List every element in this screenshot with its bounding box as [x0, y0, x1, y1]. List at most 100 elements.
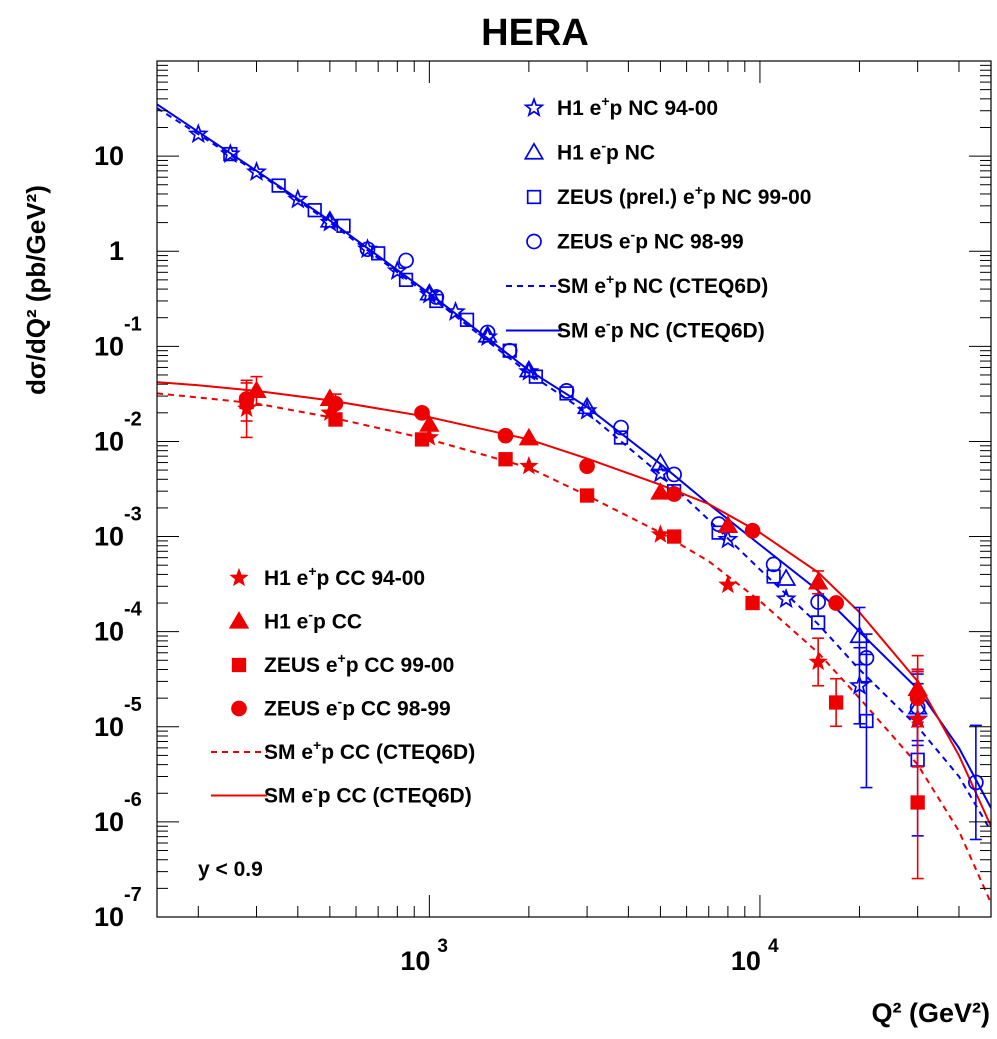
x-axis-label: Q² (GeV²)	[872, 998, 991, 1028]
curve-sm_ep_nc	[157, 107, 991, 832]
cut-label: y < 0.9	[198, 858, 263, 881]
point-zeus_ep_nc	[766, 569, 781, 584]
legend-label-h1_ep_nc: H1 e+p NC 94-00	[557, 93, 718, 120]
legend-marker-zeus_ep_nc	[526, 189, 542, 205]
x-tick-label: 10	[400, 946, 430, 976]
point-zeus_em_cc	[414, 404, 430, 421]
point-zeus_em_nc	[613, 419, 629, 436]
point-zeus_em_nc	[968, 774, 984, 791]
point-h1_em_cc	[650, 482, 671, 500]
chart-title: HERA	[481, 12, 589, 54]
point-h1_ep_nc	[649, 462, 671, 483]
point-zeus_ep_nc	[271, 178, 286, 193]
point-zeus_ep_nc	[810, 615, 826, 630]
point-h1_em_cc	[717, 515, 739, 533]
y-tick-label: 1	[109, 236, 124, 266]
y-tick-label: 10	[94, 617, 124, 647]
y-tick-label: 10	[94, 331, 124, 361]
y-tick-label: 10	[94, 712, 124, 742]
plot-frame	[156, 60, 992, 918]
legend-marker-h1_ep_nc	[523, 96, 545, 117]
point-h1_ep_cc	[519, 456, 539, 475]
point-zeus_em_nc	[810, 594, 826, 610]
point-h1_ep_nc	[444, 300, 467, 321]
point-h1_ep_cc	[718, 574, 738, 594]
y-tick-label: 10	[94, 141, 124, 171]
point-zeus_ep_cc	[828, 695, 844, 710]
point-h1_ep_cc	[808, 651, 828, 671]
point-zeus_em_nc	[501, 342, 518, 359]
point-zeus_em_nc	[398, 252, 414, 269]
legend-label-sm_ep_cc: SM e+p CC (CTEQ6D)	[264, 737, 475, 764]
point-zeus_em_nc	[479, 324, 496, 341]
point-zeus_ep_cc	[666, 529, 682, 544]
point-zeus_ep_nc	[398, 272, 414, 288]
point-h1_em_nc	[775, 568, 797, 586]
y-tick-label-exponent: -3	[124, 504, 142, 526]
point-h1_em_nc	[576, 396, 598, 415]
point-h1_ep_nc	[287, 188, 309, 209]
point-zeus_em_nc	[558, 383, 575, 399]
y-tick-label: 10	[94, 807, 124, 837]
point-zeus_ep_nc	[336, 218, 351, 233]
x-tick-label-exponent: 3	[437, 936, 448, 957]
point-zeus_em_cc	[497, 427, 514, 444]
legend-nc: H1 e+p NC 94-00 H1 e-p NC ZEUS (prel.) e+p…	[506, 93, 811, 343]
legend-label-sm_em_nc: SM e-p NC (CTEQ6D)	[557, 316, 765, 343]
curve-sm_ep_cc	[157, 392, 991, 904]
legend-label-h1_em_cc: H1 e-p CC	[264, 607, 362, 634]
point-zeus_em_cc	[238, 391, 255, 407]
point-h1_ep_nc	[717, 528, 739, 549]
point-zeus_ep_cc	[414, 432, 430, 447]
point-h1_ep_nc	[775, 587, 797, 609]
point-h1_ep_nc	[245, 160, 268, 182]
legend-label-h1_em_nc: H1 e-p NC	[557, 138, 655, 165]
legend-marker-h1_em_cc	[228, 611, 250, 629]
legend-label-h1_ep_cc: H1 e+p CC 94-00	[264, 563, 425, 590]
point-zeus_em_cc	[744, 522, 761, 539]
legend-marker-h1_ep_cc	[229, 567, 249, 587]
legend-label-sm_em_cc: SM e-p CC (CTEQ6D)	[264, 781, 472, 808]
point-zeus_em_cc	[579, 458, 595, 474]
point-zeus_ep_nc	[307, 203, 322, 218]
point-zeus_ep_cc	[328, 412, 343, 427]
point-zeus_ep_cc	[579, 488, 595, 503]
legend-label-zeus_ep_nc: ZEUS (prel.) e+p NC 99-00	[557, 182, 811, 209]
point-h1_ep_nc	[187, 123, 209, 144]
point-zeus_ep_nc	[859, 713, 874, 729]
point-zeus_em_cc	[909, 690, 926, 706]
data-points	[187, 123, 984, 880]
point-h1_em_cc	[807, 571, 829, 590]
point-h1_em_nc	[650, 452, 671, 471]
point-zeus_ep_nc	[528, 369, 544, 384]
point-zeus_em_nc	[359, 241, 376, 258]
x-tick-label-exponent: 4	[768, 936, 779, 957]
y-tick-label: 10	[94, 902, 124, 932]
legend-label-zeus_em_nc: ZEUS e-p NC 98-99	[557, 227, 744, 254]
point-zeus_ep_nc	[613, 430, 629, 445]
point-zeus_ep_cc	[745, 595, 760, 611]
y-tick-label-exponent: -6	[124, 789, 142, 811]
legend-label-zeus_ep_cc: ZEUS e+p CC 99-00	[264, 650, 454, 677]
y-tick-label-exponent: -5	[124, 694, 142, 716]
x-tick-label: 10	[731, 946, 761, 976]
legend-marker-zeus_em_nc	[526, 233, 542, 250]
y-tick-label-exponent: -7	[124, 884, 142, 906]
y-tick-label: 10	[94, 522, 124, 552]
point-zeus_em_cc	[828, 595, 844, 611]
point-zeus_ep_cc	[910, 795, 925, 810]
point-zeus_ep_nc	[371, 246, 386, 261]
y-axis-label: dσ/dQ² (pb/GeV²)	[21, 185, 51, 395]
point-zeus_em_nc	[666, 466, 682, 483]
point-zeus_em_cc	[327, 395, 344, 412]
y-tick-label-exponent: -1	[124, 313, 142, 335]
point-h1_em_nc	[319, 210, 341, 228]
point-zeus_em_nc	[428, 289, 445, 305]
legend-label-sm_ep_nc: SM e+p NC (CTEQ6D)	[557, 271, 768, 298]
point-h1_em_cc	[518, 427, 540, 446]
legend-cc: H1 e+p CC 94-00 H1 e-p CC ZEUS e+p CC 99-0…	[211, 563, 475, 808]
point-h1_em_nc	[477, 325, 498, 343]
point-zeus_em_nc	[765, 556, 782, 573]
